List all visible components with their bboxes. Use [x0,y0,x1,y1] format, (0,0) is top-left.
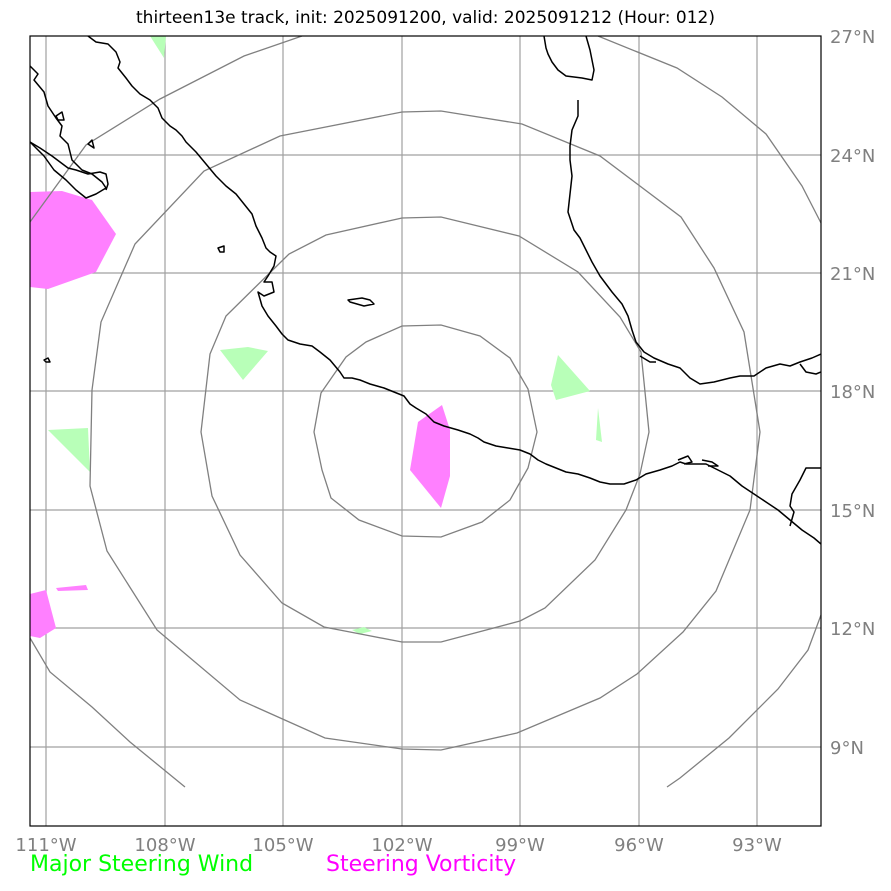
coastline-baja [30,65,107,199]
lat-label-18n: 18°N [830,382,875,403]
wind-patch [352,627,372,634]
vorticity-patch [30,590,56,638]
coastline-central-america [789,467,821,527]
coastline-lagoon [677,455,693,465]
lon-label-93w: 93°W [732,835,782,856]
steering-wind-areas [48,36,602,634]
range-ring-outer [30,36,303,223]
coastline-baja-tip [30,141,109,191]
map-title: thirteen13e track, init: 2025091200, val… [136,8,715,28]
lat-label-27n: 27°N [830,27,875,48]
wind-patch [596,408,602,442]
wind-patch [150,36,166,58]
legend-steering-vorticity: Steering Vorticity [326,852,517,877]
island [217,245,225,253]
coastline-gulf-east [567,100,821,385]
wind-patch [551,355,590,400]
island [87,139,95,149]
range-ring-third [89,110,761,751]
latitude-labels: 27°N 24°N 21°N 18°N 15°N 12°N 9°N [830,27,875,759]
wind-patch [48,428,90,472]
lat-label-15n: 15°N [830,501,875,522]
lat-label-24n: 24°N [830,146,875,167]
range-ring-inner [313,324,538,538]
vorticity-patch [30,191,116,289]
coastlines [30,36,821,545]
island [347,297,375,307]
coastline-yucatan [799,363,821,375]
coastline-gulf [543,36,595,81]
vorticity-patch [56,585,88,591]
wind-patch [220,347,268,380]
range-ring-second [200,216,650,643]
coastline-lagoon [639,355,656,363]
lat-label-12n: 12°N [830,619,875,640]
lon-label-99w: 99°W [495,835,545,856]
legend-steering-wind: Major Steering Wind [30,852,254,877]
island [43,357,51,363]
coastline-lagoon [701,459,719,467]
lon-label-111w: 111°W [15,835,76,856]
island [55,111,65,121]
coastline-mainland-west [87,36,821,545]
range-ring-outer [666,614,821,788]
range-ring-outer [597,36,821,224]
range-rings [30,36,821,788]
range-ring-outer [30,637,186,788]
lat-label-21n: 21°N [830,264,875,285]
graticule [30,36,821,826]
lon-label-102w: 102°W [371,835,432,856]
steering-vorticity-areas [30,191,450,638]
lon-label-96w: 96°W [614,835,664,856]
lon-label-105w: 105°W [252,835,313,856]
lat-label-9n: 9°N [830,738,864,759]
map-frame [29,35,822,827]
longitude-labels: 111°W 108°W 105°W 102°W 99°W 96°W 93°W [15,835,782,856]
lon-label-108w: 108°W [134,835,195,856]
vorticity-patch [410,405,450,508]
